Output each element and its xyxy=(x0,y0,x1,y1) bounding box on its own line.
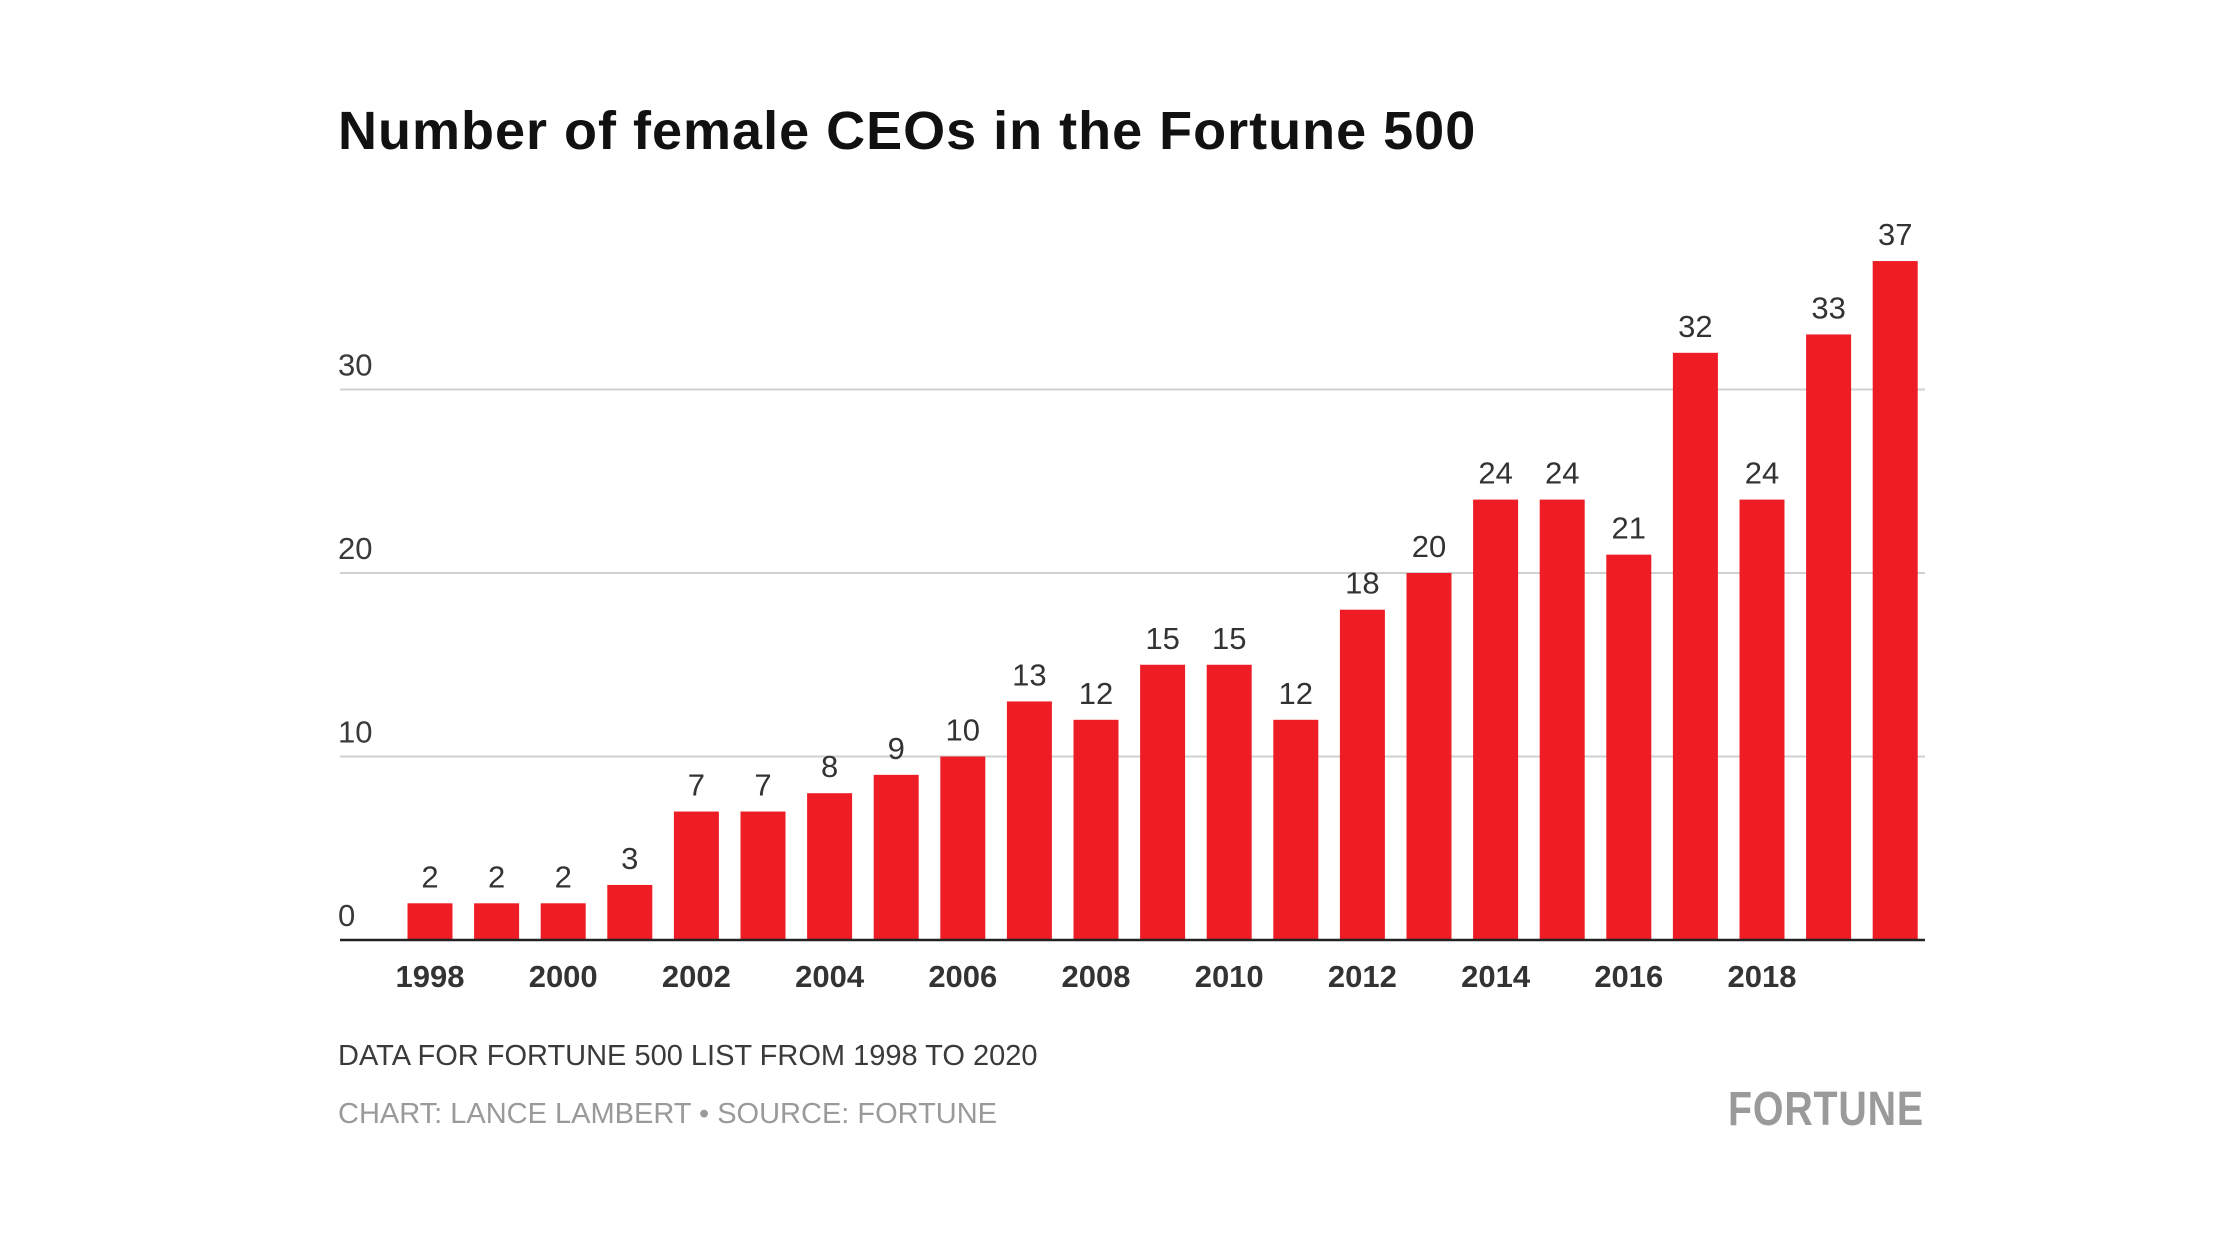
bar-2012 xyxy=(1339,609,1385,940)
bar-2015 xyxy=(1539,499,1585,940)
value-label-2016: 21 xyxy=(1612,511,1646,546)
value-label-2008: 12 xyxy=(1079,676,1113,711)
x-tick-label: 2012 xyxy=(1328,959,1397,994)
value-label-2015: 24 xyxy=(1545,456,1579,491)
bar-2007 xyxy=(1006,701,1052,940)
value-label-2014: 24 xyxy=(1478,456,1512,491)
bar-1998 xyxy=(407,903,453,940)
value-label-2000: 2 xyxy=(555,859,572,894)
value-label-2013: 20 xyxy=(1412,529,1446,564)
x-tick-label: 1998 xyxy=(396,959,465,994)
value-label-2001: 3 xyxy=(621,841,638,876)
value-label-2012: 18 xyxy=(1345,566,1379,601)
bar-2019 xyxy=(1806,334,1852,940)
value-label-2017: 32 xyxy=(1678,309,1712,344)
value-label-2004: 8 xyxy=(821,749,838,784)
x-tick-label: 2002 xyxy=(662,959,731,994)
value-label-2018: 24 xyxy=(1745,456,1779,491)
bar-2008 xyxy=(1073,719,1119,940)
x-tick-label: 2014 xyxy=(1461,959,1531,994)
data-note: DATA FOR FORTUNE 500 LIST FROM 1998 TO 2… xyxy=(338,1040,1038,1072)
y-tick-label: 0 xyxy=(338,898,355,933)
y-tick-label: 10 xyxy=(338,715,372,750)
bar-2000 xyxy=(540,903,586,940)
value-label-2011: 12 xyxy=(1279,676,1313,711)
x-tick-label: 2018 xyxy=(1728,959,1797,994)
value-label-2002: 7 xyxy=(688,768,705,803)
bars xyxy=(407,261,1918,940)
value-label-2009: 15 xyxy=(1145,621,1179,656)
value-label-2003: 7 xyxy=(754,768,771,803)
bar-2006 xyxy=(940,756,986,940)
gridlines xyxy=(340,388,1925,758)
y-tick-label: 20 xyxy=(338,531,372,566)
bar-2020 xyxy=(1872,261,1918,940)
value-label-1998: 2 xyxy=(421,859,438,894)
bar-2004 xyxy=(807,793,853,940)
bar-2014 xyxy=(1473,499,1519,940)
x-tick-label: 2016 xyxy=(1594,959,1663,994)
bar-2013 xyxy=(1406,573,1452,940)
x-tick-label: 2004 xyxy=(795,959,865,994)
bar-2011 xyxy=(1273,719,1319,940)
value-label-2019: 33 xyxy=(1811,290,1845,325)
chart-title: Number of female CEOs in the Fortune 500 xyxy=(338,101,1477,161)
fortune-logo: FORTUNE xyxy=(1728,1083,1924,1136)
bar-2005 xyxy=(873,774,919,940)
value-label-2005: 9 xyxy=(888,731,905,766)
chart-credit: CHART: LANCE LAMBERT • SOURCE: FORTUNE xyxy=(338,1098,998,1130)
bar-2010 xyxy=(1206,664,1252,940)
value-label-2006: 10 xyxy=(946,713,980,748)
value-label-2010: 15 xyxy=(1212,621,1246,656)
bar-2016 xyxy=(1606,554,1652,940)
bar-2017 xyxy=(1672,352,1718,940)
bar-2009 xyxy=(1140,664,1186,940)
x-tick-label: 2008 xyxy=(1062,959,1131,994)
bar-2002 xyxy=(673,811,719,940)
x-tick-label: 2010 xyxy=(1195,959,1264,994)
y-tick-label: 30 xyxy=(338,348,372,383)
bar-2018 xyxy=(1739,499,1785,940)
x-tick-label: 2006 xyxy=(928,959,997,994)
bar-1999 xyxy=(474,903,520,940)
bar-2001 xyxy=(607,884,653,940)
value-label-1999: 2 xyxy=(488,859,505,894)
x-tick-label: 2000 xyxy=(529,959,598,994)
value-label-2020: 37 xyxy=(1878,217,1912,252)
bar-2003 xyxy=(740,811,786,940)
value-label-2007: 13 xyxy=(1012,657,1046,692)
